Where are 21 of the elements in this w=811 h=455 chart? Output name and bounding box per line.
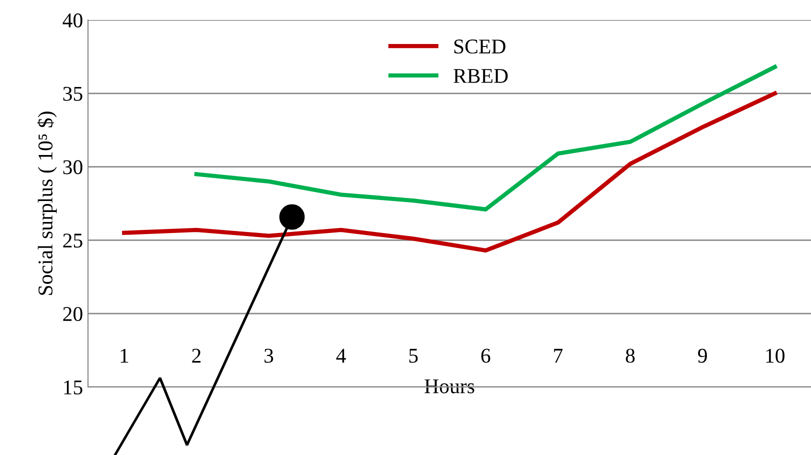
x-tick-label: 7 <box>554 348 563 363</box>
x-tick-label: 9 <box>698 348 707 363</box>
x-tick-label: 3 <box>264 348 274 363</box>
x-tick-label: 10 <box>766 348 784 363</box>
y-tick-label: 35 <box>63 86 82 101</box>
x-tick-label: 8 <box>626 348 635 363</box>
legend-label: RBED <box>454 69 508 83</box>
legend-label: SCED <box>454 40 506 54</box>
y-tick-label: 30 <box>63 160 82 174</box>
y-axis-title: Social surplus ( 10⁵ $) <box>37 112 57 295</box>
x-tick-label: 5 <box>409 348 418 363</box>
y-tick-label: 20 <box>63 306 82 322</box>
y-tick-label: 25 <box>63 234 82 248</box>
line-series <box>122 91 777 253</box>
x-tick-label: 6 <box>481 348 490 363</box>
y-tick-label: 15 <box>64 380 82 394</box>
x-tick-label: 1 <box>120 348 128 363</box>
x-tick-label: 2 <box>192 348 201 363</box>
x-tick-label: 4 <box>336 348 346 363</box>
y-tick-label: 40 <box>62 13 82 28</box>
line-series <box>194 64 777 212</box>
